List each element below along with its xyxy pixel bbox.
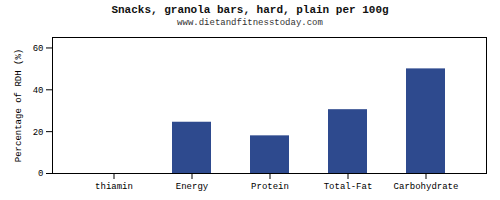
html-text:Snacks, granola bars, hard, pl: Snacks, granola bars, hard, plain per 10… bbox=[111, 4, 389, 16]
svg-text:thiamin: thiamin bbox=[95, 182, 133, 192]
svg-text:0: 0 bbox=[38, 169, 43, 179]
svg-text:20: 20 bbox=[33, 128, 44, 138]
svg-text:Total-Fat: Total-Fat bbox=[324, 182, 373, 192]
svg-text:60: 60 bbox=[33, 44, 44, 54]
html-text:www.dietandfitnesstoday.com: www.dietandfitnesstoday.com bbox=[177, 18, 323, 28]
svg-text:Protein: Protein bbox=[251, 182, 289, 192]
svg-text:Percentage of RDH (%): Percentage of RDH (%) bbox=[14, 49, 24, 162]
svg-text:Carbohydrate: Carbohydrate bbox=[394, 182, 459, 192]
svg-text:Energy: Energy bbox=[176, 182, 209, 192]
svg-text:40: 40 bbox=[33, 86, 44, 96]
